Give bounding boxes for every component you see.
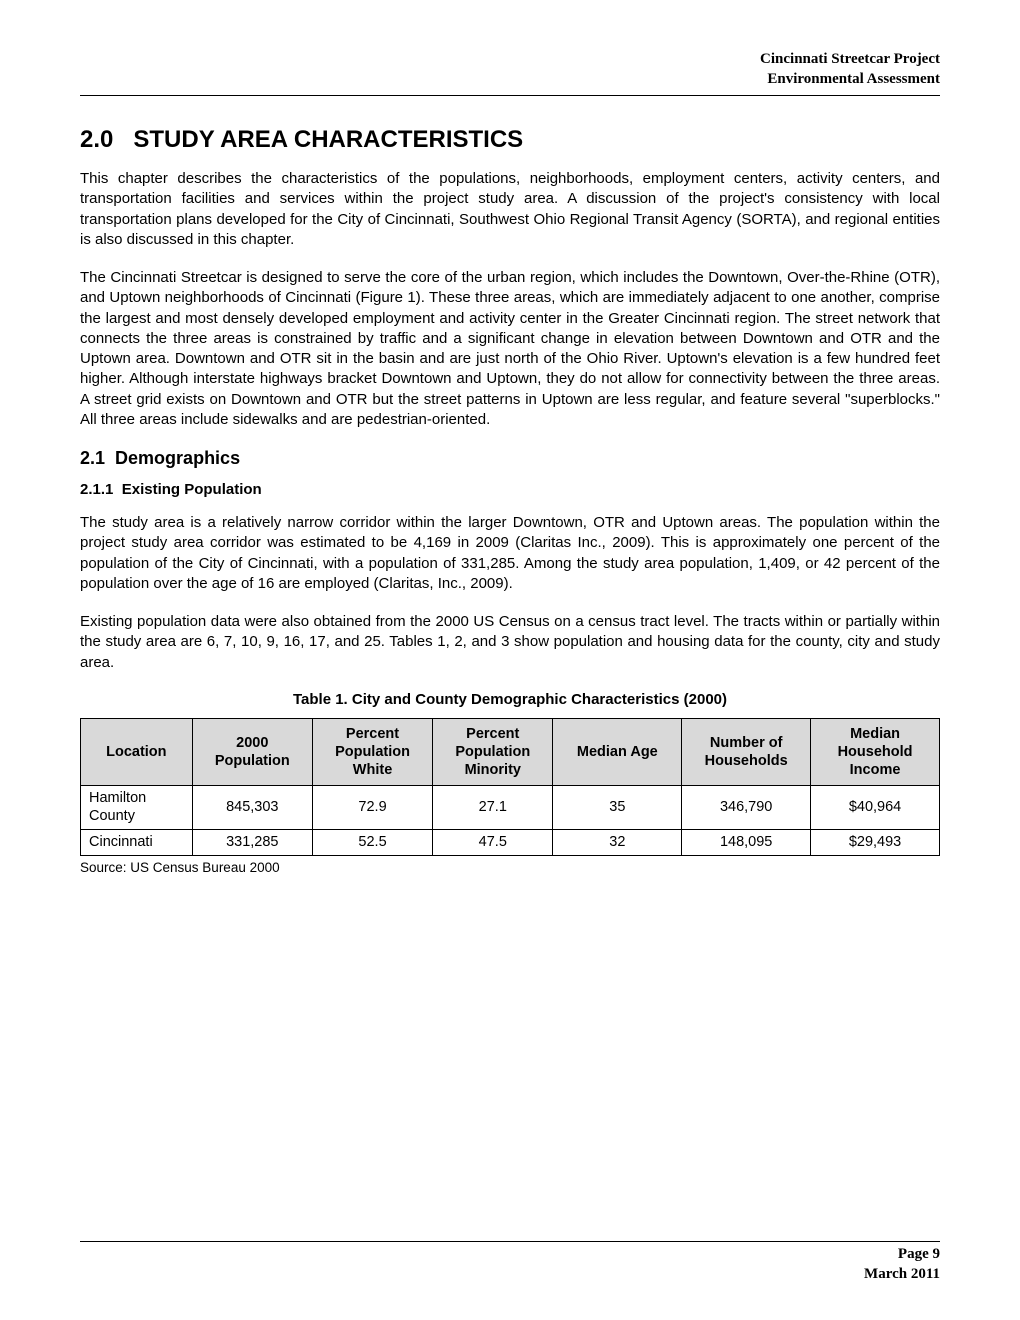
cell-minority: 27.1 <box>433 786 553 830</box>
footer-rule <box>80 1241 940 1242</box>
subsection-number: 2.1 <box>80 448 105 468</box>
cell-income: $29,493 <box>811 829 940 855</box>
section-number: 2.0 <box>80 126 113 153</box>
subsection-title: Demographics <box>115 448 240 468</box>
subsub-title: Existing Population <box>122 481 262 498</box>
th-minority: PercentPopulationMinority <box>433 718 553 785</box>
cell-pop: 331,285 <box>192 829 312 855</box>
subsection-heading: 2.1 Demographics <box>80 448 940 469</box>
table-caption: Table 1. City and County Demographic Cha… <box>80 691 940 708</box>
section-heading: 2.0 STUDY AREA CHARACTERISTICS <box>80 126 940 154</box>
th-households: Number ofHouseholds <box>682 718 811 785</box>
page-container: Cincinnati Streetcar Project Environment… <box>0 0 1020 1320</box>
th-age: Median Age <box>553 718 682 785</box>
section-para-2: The Cincinnati Streetcar is designed to … <box>80 268 940 430</box>
th-location: Location <box>81 718 193 785</box>
cell-households: 148,095 <box>682 829 811 855</box>
footer-page: Page 9 <box>864 1245 940 1265</box>
table-row: Cincinnati 331,285 52.5 47.5 32 148,095 … <box>81 829 940 855</box>
cell-age: 32 <box>553 829 682 855</box>
cell-white: 52.5 <box>312 829 432 855</box>
table-source: Source: US Census Bureau 2000 <box>80 860 940 875</box>
cell-age: 35 <box>553 786 682 830</box>
cell-income: $40,964 <box>811 786 940 830</box>
demographics-table: Location 2000Population PercentPopulatio… <box>80 718 940 857</box>
cell-location: Cincinnati <box>81 829 193 855</box>
cell-pop: 845,303 <box>192 786 312 830</box>
th-income: MedianHouseholdIncome <box>811 718 940 785</box>
subsub-para-1: The study area is a relatively narrow co… <box>80 513 940 594</box>
th-white: PercentPopulationWhite <box>312 718 432 785</box>
subsubsection-heading: 2.1.1 Existing Population <box>80 481 940 498</box>
header-rule <box>80 95 940 96</box>
cell-white: 72.9 <box>312 786 432 830</box>
subsub-para-2: Existing population data were also obtai… <box>80 612 940 673</box>
section-para-1: This chapter describes the characteristi… <box>80 169 940 250</box>
cell-location: HamiltonCounty <box>81 786 193 830</box>
table-row: HamiltonCounty 845,303 72.9 27.1 35 346,… <box>81 786 940 830</box>
th-pop: 2000Population <box>192 718 312 785</box>
table-header-row: Location 2000Population PercentPopulatio… <box>81 718 940 785</box>
cell-minority: 47.5 <box>433 829 553 855</box>
cell-households: 346,790 <box>682 786 811 830</box>
header-block: Cincinnati Streetcar Project Environment… <box>80 50 940 89</box>
header-line-2: Environmental Assessment <box>80 70 940 90</box>
footer-block: Page 9 March 2011 <box>864 1245 940 1284</box>
header-line-1: Cincinnati Streetcar Project <box>80 50 940 70</box>
section-title: STUDY AREA CHARACTERISTICS <box>133 126 523 153</box>
footer-date: March 2011 <box>864 1265 940 1285</box>
subsub-number: 2.1.1 <box>80 481 113 498</box>
